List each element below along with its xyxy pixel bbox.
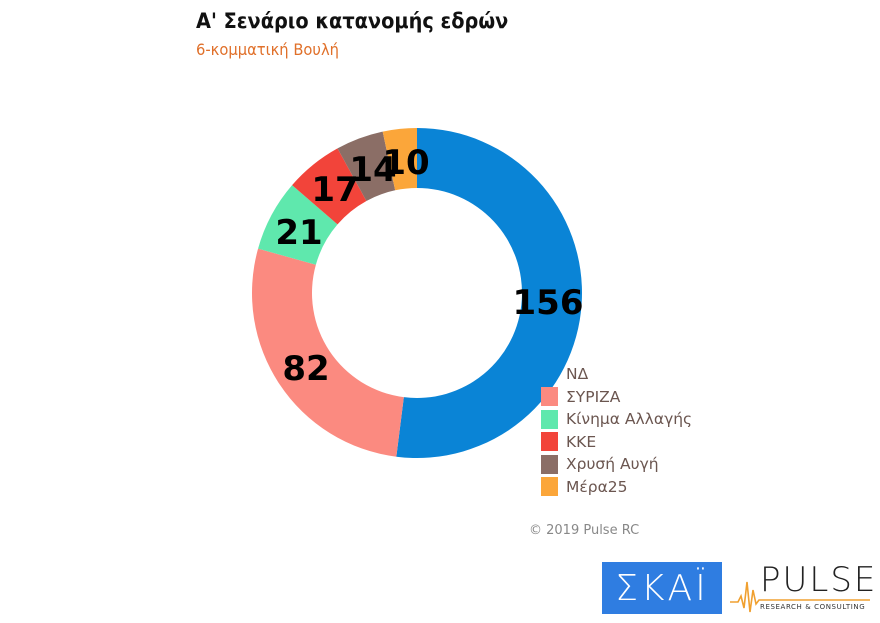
legend-label: Χρυσή Αυγή: [566, 455, 659, 474]
legend-label: Κίνημα Αλλαγής: [566, 410, 693, 429]
slice-label-syriza: 82: [282, 349, 329, 389]
skai-logo: ΣΚΑΪ: [602, 562, 722, 614]
donut-slices: [251, 128, 583, 458]
legend-label: ΣΥΡΙΖΑ: [566, 387, 621, 406]
legend-swatch: [541, 432, 558, 452]
donut-slice-2: [258, 185, 338, 265]
legend-swatch: [541, 454, 558, 474]
legend-item-mera25: Μέρα25: [541, 476, 692, 499]
slice-label-kinal: 21: [275, 213, 322, 253]
slice-label-mera25: 10: [382, 143, 429, 183]
slice-label-kke: 17: [311, 170, 358, 210]
donut-slice-1: [251, 248, 404, 457]
legend-item-nd: ΝΔ: [541, 363, 692, 386]
pulse-logo-text: PULSE: [760, 560, 878, 600]
legend-label: ΝΔ: [566, 365, 589, 384]
copyright-text: © 2019 Pulse RC: [529, 523, 640, 538]
slice-label-nd: 156: [513, 283, 584, 323]
legend-item-syriza: ΣΥΡΙΖΑ: [541, 386, 692, 409]
chart-subtitle: 6-κομματική Βουλή: [196, 40, 339, 59]
legend-swatch: [541, 477, 558, 497]
pulse-wave-icon: [730, 581, 870, 613]
donut-slice-4: [337, 131, 396, 201]
legend-label: Μέρα25: [566, 477, 628, 496]
skai-logo-text: ΣΚΑΪ: [615, 567, 709, 609]
legend-swatch: [541, 365, 558, 384]
donut-slice-5: [382, 128, 417, 191]
donut-slice-3: [292, 148, 367, 225]
legend-item-xa: Χρυσή Αυγή: [541, 453, 692, 476]
chart-title: Α' Σενάριο κατανομής εδρών: [196, 9, 509, 33]
legend-swatch: [541, 387, 558, 407]
legend-item-kke: ΚΚΕ: [541, 431, 692, 454]
donut-slice-0: [396, 128, 583, 458]
pulse-logo: PULSE RESEARCH & CONSULTING: [730, 560, 875, 616]
legend-swatch: [541, 409, 558, 429]
legend-label: ΚΚΕ: [566, 432, 597, 451]
chart-legend: ΝΔ ΣΥΡΙΖΑ Κίνημα Αλλαγής ΚΚΕ Χρυσή Αυγή …: [541, 363, 692, 498]
slice-label-xa: 14: [349, 150, 396, 190]
legend-item-kinal: Κίνημα Αλλαγής: [541, 408, 692, 431]
pulse-logo-subtext: RESEARCH & CONSULTING: [760, 603, 866, 611]
